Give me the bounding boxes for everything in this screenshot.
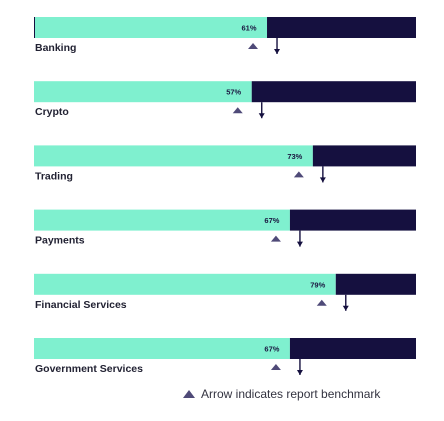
value-label-1: 57%: [226, 88, 241, 97]
benchmark-arrow-5: [270, 364, 281, 370]
divider-tip-3: [296, 241, 303, 247]
bar-remainder-4: [335, 273, 416, 295]
benchmark-arrow-3: [270, 235, 281, 242]
bar-remainder-3: [289, 209, 416, 231]
value-label-0: 61%: [242, 24, 257, 33]
category-label-5: Government Services: [35, 363, 143, 375]
bar-remainder-0: [267, 17, 416, 38]
bar-remainder-1: [251, 81, 416, 103]
category-label-3: Payments: [35, 235, 85, 247]
divider-tip-1: [258, 113, 265, 119]
value-label-2: 73%: [287, 152, 302, 161]
bar-value-4: [34, 273, 336, 295]
bar-value-5: [34, 338, 290, 359]
divider-tip-2: [319, 177, 326, 183]
value-label-4: 79%: [310, 280, 325, 289]
category-label-0: Banking: [35, 42, 76, 54]
benchmark-arrow-2: [293, 171, 304, 178]
legend-text: Arrow indicates report benchmark: [201, 387, 381, 401]
divider-tip-0: [274, 49, 281, 54]
bar-remainder-5: [289, 338, 416, 359]
value-label-5: 67%: [264, 345, 279, 354]
legend: Arrow indicates report benchmark: [183, 387, 380, 401]
benchmark-arrow-4: [316, 299, 327, 306]
bar-value-1: [34, 81, 252, 103]
value-label-3: 67%: [264, 216, 279, 225]
category-label-4: Financial Services: [35, 299, 127, 311]
bar-value-3: [34, 209, 290, 231]
bar-value-0: [34, 17, 268, 38]
benchmark-arrow-1: [232, 107, 243, 114]
benchmark-arrow-icon: [183, 390, 195, 398]
bar-value-2: [34, 145, 313, 167]
category-label-1: Crypto: [35, 106, 69, 118]
category-label-2: Trading: [35, 170, 73, 182]
benchmark-arrow-0: [248, 43, 259, 49]
bar-remainder-2: [312, 145, 416, 167]
divider-tip-5: [296, 370, 303, 375]
divider-tip-4: [342, 305, 349, 311]
